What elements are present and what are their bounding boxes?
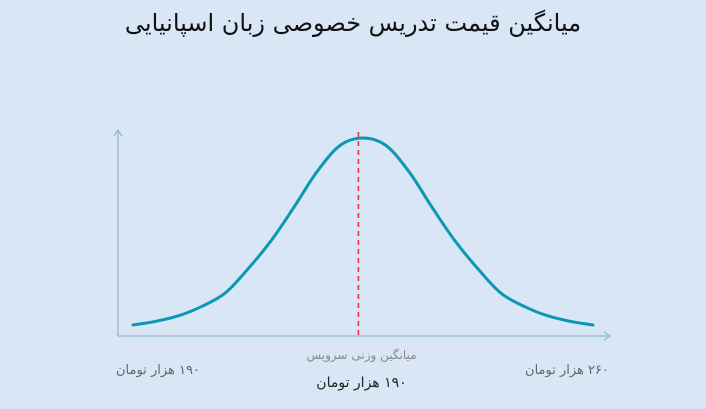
min-price-label: ۱۹۰ هزار تومان: [116, 363, 200, 378]
y-axis-arrow: [113, 128, 123, 137]
x-axis-arrow: [603, 331, 612, 341]
mean-label: میانگین وزنی سرویس: [306, 348, 417, 362]
max-price-label: ۲۶۰ هزار تومان: [525, 363, 609, 378]
distribution-curve: [131, 136, 595, 327]
chart-title: میانگین قیمت تدریس خصوصی زبان اسپانیایی: [124, 9, 582, 37]
mean-price-label: ۱۹۰ هزار تومان: [316, 375, 407, 391]
